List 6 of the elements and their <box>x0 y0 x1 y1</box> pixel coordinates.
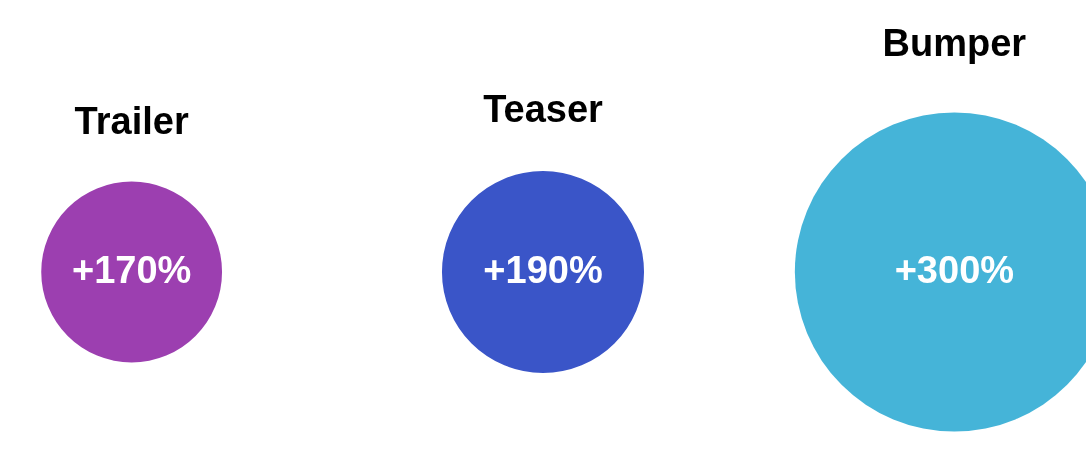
category-label: Teaser <box>483 88 604 130</box>
data-label: +190% <box>483 249 603 291</box>
category-label: Bumper <box>882 22 1027 64</box>
data-label: +300% <box>894 249 1015 291</box>
category-label: Trailer <box>74 100 189 142</box>
data-label: +170% <box>71 249 192 291</box>
